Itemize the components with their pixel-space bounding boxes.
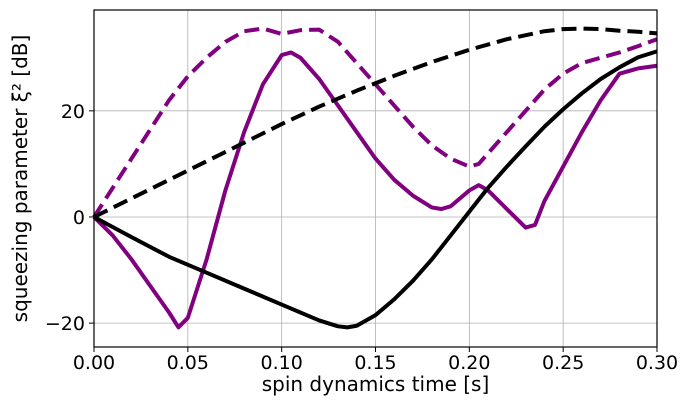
series-lines	[92, 26, 658, 330]
x-tick-label: 0.30	[636, 352, 678, 374]
y-axis-label: squeezing parameter ξ² [dB]	[8, 35, 32, 323]
axis-ticks: 0.00 0.05 0.10 0.15 0.20 0.25 0.30 −20 0 20	[45, 101, 678, 374]
x-tick-label: 0.20	[448, 352, 490, 374]
y-tick-label: 20	[61, 101, 85, 123]
x-tick-label: 0.10	[261, 352, 303, 374]
x-tick-label: 0.25	[542, 352, 584, 374]
x-tick-label: 0.00	[73, 352, 115, 374]
x-axis-label: spin dynamics time [s]	[262, 372, 490, 396]
series-line-2	[92, 50, 658, 330]
x-tick-label: 0.05	[167, 352, 209, 374]
series-line-4	[93, 49, 658, 330]
y-tick-label: 0	[73, 207, 85, 229]
grid-lines	[93, 10, 658, 347]
x-tick-label: 0.15	[354, 352, 396, 374]
y-tick-label: −20	[45, 313, 85, 335]
